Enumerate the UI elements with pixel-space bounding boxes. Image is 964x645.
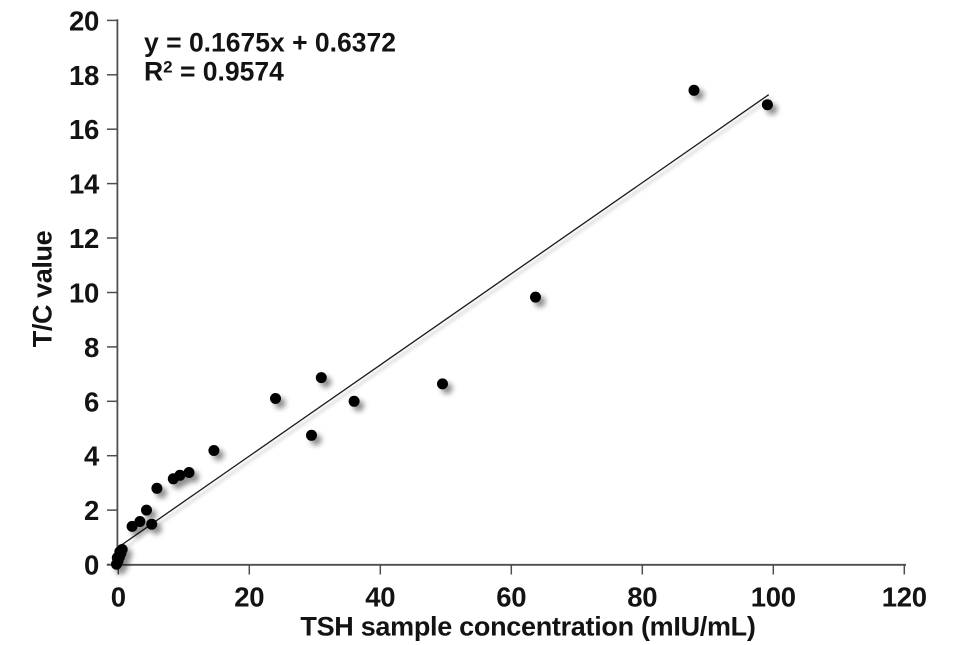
svg-text:2: 2 <box>84 495 99 526</box>
svg-text:6: 6 <box>84 386 99 417</box>
svg-text:100: 100 <box>751 582 796 613</box>
svg-text:T/C value: T/C value <box>28 230 58 347</box>
svg-text:12: 12 <box>69 223 99 254</box>
svg-text:8: 8 <box>84 332 99 363</box>
svg-text:20: 20 <box>69 5 99 36</box>
svg-text:10: 10 <box>69 278 99 309</box>
svg-text:TSH sample concentration (mIU/: TSH sample concentration (mIU/mL) <box>300 612 755 642</box>
svg-text:80: 80 <box>627 582 657 613</box>
svg-text:4: 4 <box>84 441 100 472</box>
svg-text:20: 20 <box>234 582 264 613</box>
svg-text:120: 120 <box>882 582 927 613</box>
svg-text:40: 40 <box>365 582 395 613</box>
svg-text:18: 18 <box>69 60 99 91</box>
svg-text:60: 60 <box>496 582 526 613</box>
svg-text:y = 0.1675x + 0.6372: y = 0.1675x + 0.6372 <box>144 27 396 57</box>
svg-text:0: 0 <box>111 582 126 613</box>
svg-text:0: 0 <box>84 550 99 581</box>
svg-text:16: 16 <box>69 114 99 145</box>
svg-text:R2 = 0.9574: R2 = 0.9574 <box>144 57 284 87</box>
svg-text:14: 14 <box>69 169 100 200</box>
